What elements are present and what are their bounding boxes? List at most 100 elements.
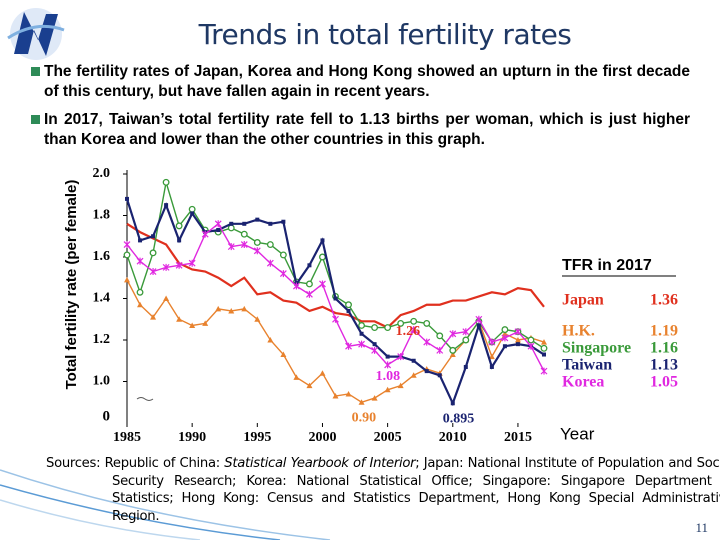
point	[228, 307, 235, 314]
point	[253, 239, 261, 246]
point	[254, 316, 261, 322]
point	[215, 305, 222, 312]
point	[436, 346, 444, 354]
point	[162, 263, 170, 271]
point	[320, 238, 325, 243]
point	[397, 319, 405, 327]
point	[149, 268, 157, 276]
x-tick-label: 1990	[178, 430, 206, 445]
x-axis-label: Year	[560, 424, 595, 443]
legend-label: Korea	[562, 374, 604, 391]
point	[319, 253, 326, 261]
deco-line	[0, 499, 201, 540]
sources: Sources: Republic of China: Statistical …	[46, 455, 720, 525]
point	[138, 238, 143, 243]
point	[319, 370, 326, 376]
point	[253, 247, 261, 255]
point	[358, 399, 365, 405]
point	[436, 332, 444, 340]
point	[488, 338, 496, 346]
point	[123, 251, 131, 259]
point	[371, 346, 379, 354]
point	[411, 358, 416, 363]
x-tick-label: 2000	[308, 430, 336, 445]
bullet-text: In 2017, Taiwan’s total fertility rate f…	[44, 111, 690, 148]
axis-break-label: 0	[103, 408, 111, 424]
slide-title: Trends in total fertility rates	[198, 18, 572, 51]
point	[345, 390, 352, 397]
legend-value: 1.16	[650, 340, 678, 357]
point	[293, 374, 300, 380]
point	[227, 243, 235, 251]
point	[124, 276, 130, 283]
x-tick-label: 2005	[374, 430, 402, 445]
point	[450, 401, 455, 406]
point	[345, 342, 352, 350]
point	[346, 308, 351, 313]
point	[307, 263, 312, 268]
point	[123, 241, 131, 249]
point	[514, 328, 522, 336]
axis-break	[136, 397, 154, 401]
point	[540, 367, 548, 375]
point	[359, 331, 364, 336]
point	[476, 323, 481, 328]
point	[437, 373, 442, 378]
y-tick-label: 1.6	[93, 249, 111, 264]
point	[462, 328, 470, 336]
legend-value: 1.05	[650, 374, 678, 391]
point	[175, 222, 183, 230]
point	[384, 386, 391, 393]
point	[410, 317, 418, 325]
legend-value: 1.36	[650, 292, 678, 309]
point	[319, 280, 326, 288]
point	[332, 393, 339, 399]
point	[423, 338, 431, 346]
point	[280, 351, 287, 358]
point	[333, 296, 338, 301]
point	[449, 330, 457, 338]
point	[306, 290, 313, 298]
bullet: The fertility rates of Japan, Korea and …	[31, 62, 690, 102]
point	[201, 230, 209, 238]
point	[449, 346, 457, 354]
point	[397, 353, 405, 361]
point	[241, 305, 248, 312]
point	[371, 324, 379, 331]
point	[306, 382, 313, 389]
point	[527, 336, 535, 344]
point	[255, 217, 260, 222]
y-tick-label: 1.4	[93, 291, 111, 306]
point	[266, 241, 274, 248]
point	[229, 221, 234, 226]
point	[214, 220, 222, 228]
source-text: ; Japan: National Institute of Populatio…	[112, 456, 720, 524]
legend-value: 1.13	[650, 357, 678, 374]
point	[527, 342, 535, 350]
page-number: 11	[695, 520, 708, 535]
point	[423, 319, 431, 327]
point	[240, 241, 248, 249]
point	[202, 320, 209, 326]
point	[475, 315, 483, 323]
point	[266, 259, 274, 267]
point	[384, 361, 392, 369]
y-axis-label: Total fertility rate (per female)	[63, 180, 80, 390]
series-line	[126, 222, 545, 329]
annotation: 0.895	[443, 412, 475, 427]
point	[267, 337, 274, 343]
y-tick-label: 1.0	[93, 374, 111, 389]
point	[541, 339, 547, 345]
point	[188, 205, 196, 213]
point	[332, 315, 339, 323]
legend-label: Japan	[562, 292, 604, 309]
legend-box	[558, 248, 680, 394]
point	[372, 342, 377, 347]
x-tick-label: 1985	[113, 430, 141, 445]
point	[190, 211, 195, 216]
point	[137, 301, 144, 308]
point	[410, 372, 417, 378]
point	[189, 322, 196, 328]
y-tick-label: 1.2	[93, 332, 111, 347]
legend-label: Taiwan	[562, 357, 612, 374]
